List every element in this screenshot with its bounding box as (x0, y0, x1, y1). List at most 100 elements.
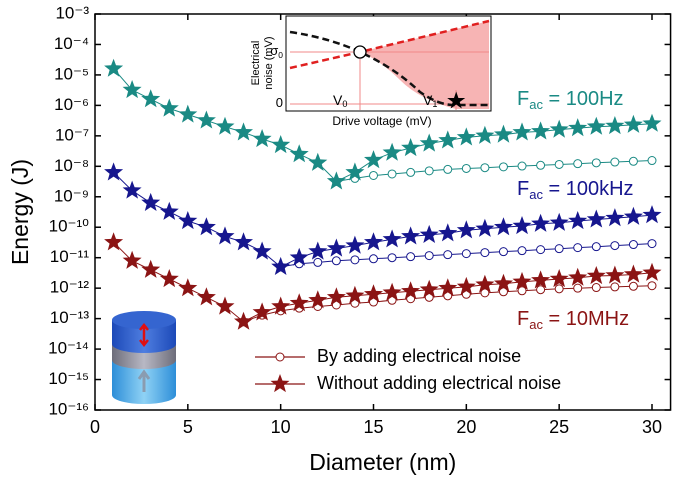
star-marker (438, 223, 458, 242)
circle-marker (554, 244, 564, 254)
inset-x-tick-label: V1 (423, 92, 437, 110)
star-marker (345, 285, 365, 304)
x-tick-label: 0 (90, 417, 100, 437)
circle-marker (350, 255, 360, 265)
circle-marker (591, 242, 601, 252)
y-tick-label: 10⁻³ (55, 3, 89, 22)
star-marker (326, 238, 346, 257)
circle-marker (461, 249, 471, 259)
star-marker (178, 104, 198, 123)
circle-marker (369, 170, 378, 180)
star-marker (122, 180, 142, 199)
y-tick-label: 10⁻⁶ (54, 95, 89, 114)
circle-marker (573, 283, 583, 293)
star-marker (586, 209, 606, 228)
inset-x-tick-label: V0 (333, 92, 347, 110)
y-tick-label: 10⁻⁷ (55, 125, 89, 144)
circle-marker (610, 241, 620, 251)
star-marker (512, 271, 532, 290)
x-tick-label: 15 (363, 417, 383, 437)
y-tick-label: 10⁻⁹ (54, 186, 89, 205)
inset-y-tick-label: 0 (276, 95, 283, 110)
circle-marker (647, 239, 657, 249)
inset-y-tick-label-main: σ (270, 43, 278, 58)
star-marker (475, 218, 495, 237)
star-marker (364, 150, 383, 169)
inset-x-tick-label-main: V (423, 92, 433, 108)
circle-marker (424, 166, 434, 176)
inset-x-label: Drive voltage (mV) (332, 114, 431, 128)
circle-marker (443, 164, 453, 174)
inset-y-tick-label-sub: 0 (278, 50, 283, 60)
circle-marker (424, 251, 434, 261)
star-marker (141, 89, 161, 108)
star-marker (401, 281, 421, 300)
annotation-rest: = 10MHz (543, 308, 629, 330)
circle-marker (591, 283, 601, 293)
inset-y-label: noise (mV) (263, 36, 275, 89)
star-marker (271, 135, 291, 154)
circle-marker (647, 281, 657, 291)
star-marker (438, 278, 458, 297)
star-marker (605, 208, 625, 227)
star-marker (159, 98, 179, 117)
star-marker (382, 229, 402, 248)
circle-marker (536, 285, 546, 295)
star-marker (234, 232, 253, 251)
star-marker (252, 241, 272, 260)
circle-marker (480, 163, 490, 173)
star-marker (196, 217, 216, 236)
star-marker (141, 259, 161, 278)
y-axis-label: Energy (J) (7, 159, 33, 265)
y-tick-label: 10⁻¹⁴ (48, 339, 89, 358)
star-marker (419, 279, 439, 298)
circle-marker (536, 160, 546, 170)
star-marker (494, 217, 513, 236)
inset-x-tick-label-sub: 1 (432, 100, 437, 110)
circle-marker (313, 257, 323, 267)
star-marker (122, 80, 142, 99)
y-tick-label: 10⁻¹⁵ (48, 369, 89, 388)
annotation-main: F (517, 308, 529, 330)
star-marker (178, 211, 198, 230)
star-marker (289, 144, 309, 163)
y-tick-label: 10⁻⁵ (54, 64, 89, 83)
star-marker (364, 232, 383, 251)
x-tick-label: 25 (549, 417, 569, 437)
star-marker (568, 267, 588, 286)
star-marker (178, 278, 198, 297)
inset-black-curve (289, 30, 489, 107)
star-marker (494, 273, 513, 292)
star-marker (289, 247, 309, 266)
star-marker (308, 241, 328, 260)
plot-frame (94, 13, 672, 411)
star-marker (419, 133, 439, 152)
star-marker (438, 130, 458, 149)
annotation-sub: ac (529, 187, 543, 202)
star-marker (345, 162, 365, 181)
star-marker (456, 127, 476, 146)
y-tick-label: 10⁻¹¹ (50, 247, 90, 266)
legend-marker (270, 374, 290, 393)
star-marker (623, 206, 643, 225)
star-marker (326, 287, 346, 306)
star-marker (289, 293, 309, 312)
star-marker (215, 226, 235, 245)
star-marker (122, 250, 142, 269)
star-marker (345, 235, 365, 254)
annotation-main: F (517, 178, 529, 200)
inset-shade (360, 21, 489, 109)
star-marker (568, 118, 588, 137)
x-tick-label: 5 (183, 417, 193, 437)
star-marker (308, 152, 328, 171)
inset-y-label: Electrical (250, 41, 262, 86)
star-marker (549, 212, 569, 231)
circle-marker (517, 246, 527, 256)
star-marker (215, 116, 235, 135)
star-marker (159, 269, 179, 288)
icon-cap (112, 311, 176, 329)
star-marker (104, 58, 124, 77)
star-marker (531, 213, 551, 232)
star-marker (252, 129, 272, 148)
circle-marker (369, 254, 378, 264)
